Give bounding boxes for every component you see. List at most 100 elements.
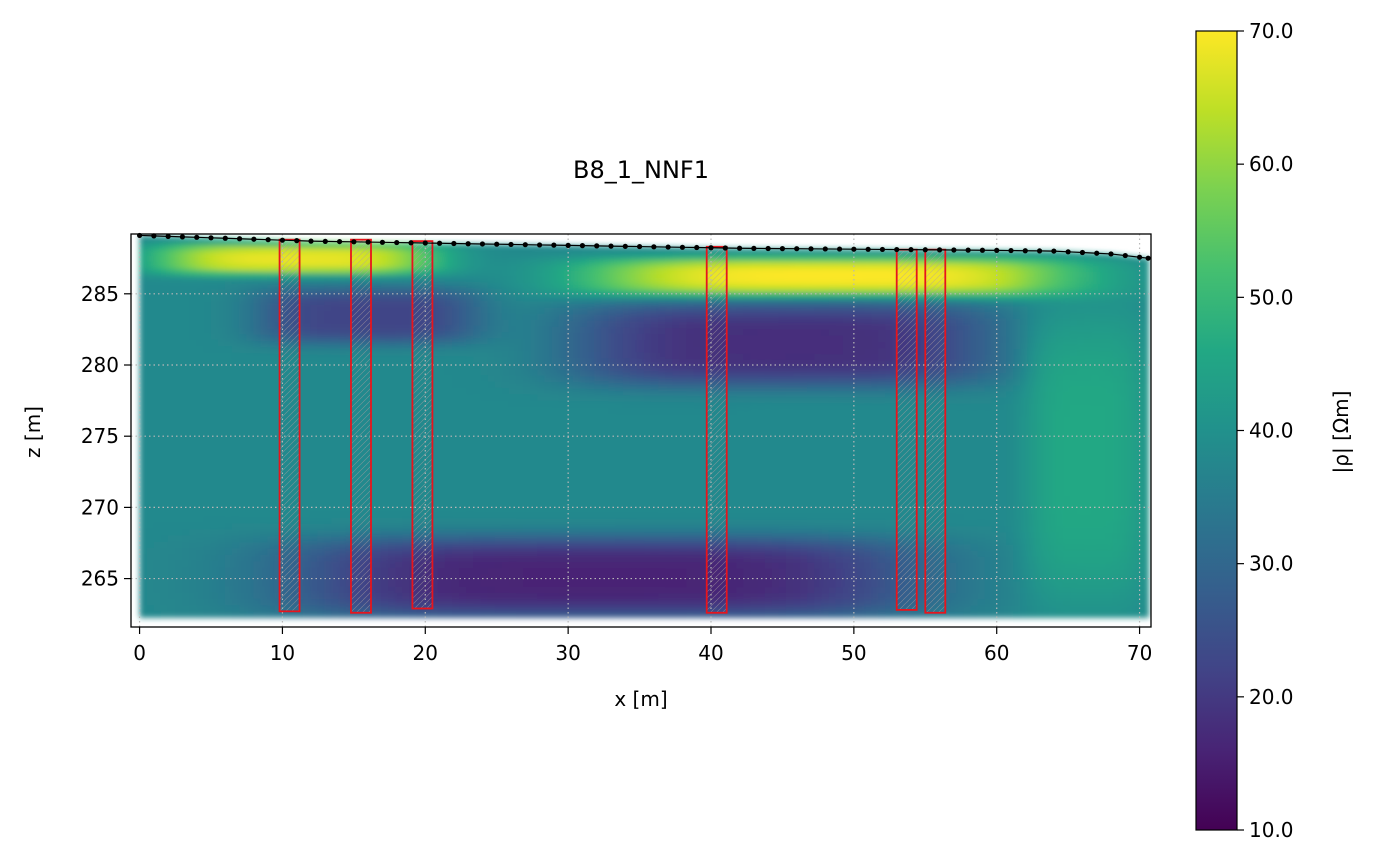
heatmap-cell: [572, 536, 581, 544]
heatmap-cell: [196, 433, 205, 441]
heatmap-cell: [267, 258, 276, 266]
heatmap-cell: [253, 409, 262, 417]
heatmap-cell: [643, 586, 652, 594]
heatmap-cell: [444, 280, 453, 288]
heatmap-cell: [608, 437, 617, 445]
heatmap-cell: [189, 319, 198, 327]
heatmap-cell: [267, 378, 276, 386]
heatmap-cell: [466, 312, 475, 320]
heatmap-cell: [167, 337, 176, 346]
heatmap-cell: [480, 554, 489, 562]
heatmap-cell: [160, 432, 169, 441]
heatmap-cell: [494, 567, 503, 575]
heatmap-cell: [658, 407, 666, 415]
heatmap-cell: [139, 375, 148, 383]
heatmap-cell: [317, 429, 326, 437]
heatmap-cell: [260, 283, 269, 291]
heatmap-cell: [608, 524, 617, 532]
heatmap-cell: [459, 268, 468, 276]
heatmap-cell: [430, 261, 439, 269]
heatmap-cell: [317, 272, 326, 280]
heatmap-cell: [672, 573, 681, 581]
heatmap-cell: [246, 478, 255, 486]
heatmap-cell: [480, 243, 489, 252]
heatmap-cell: [338, 429, 347, 437]
heatmap-cell: [203, 364, 212, 372]
heatmap-cell: [430, 473, 439, 481]
heatmap-cell: [480, 287, 489, 295]
heatmap-cell: [558, 393, 567, 401]
heatmap-cell: [189, 382, 198, 390]
heatmap-cell: [622, 339, 631, 346]
heatmap-cell: [139, 324, 148, 332]
heatmap-cell: [551, 610, 560, 618]
heatmap-cell: [508, 542, 517, 550]
heatmap-cell: [345, 423, 354, 431]
heatmap-cell: [643, 610, 652, 618]
heatmap-cell: [729, 549, 737, 557]
heatmap-cell: [665, 456, 674, 464]
heatmap-cell: [679, 296, 688, 304]
heatmap-cell: [537, 257, 546, 265]
heatmap-cell: [473, 380, 482, 388]
heatmap-cell: [459, 280, 468, 288]
heatmap-cell: [246, 396, 255, 404]
heatmap-cell: [622, 363, 631, 371]
heatmap-cell: [260, 440, 269, 448]
heatmap-cell: [700, 272, 709, 280]
heatmap-cell: [565, 394, 574, 402]
heatmap-cell: [388, 554, 397, 562]
heatmap-cell: [373, 354, 382, 362]
heatmap-cell: [331, 479, 340, 487]
heatmap-cell: [175, 610, 183, 618]
heatmap-cell: [224, 383, 233, 391]
heatmap-cell: [246, 453, 255, 461]
heatmap-cell: [324, 573, 333, 581]
heatmap-cell: [643, 604, 652, 612]
heatmap-cell: [622, 542, 631, 550]
heatmap-cell: [629, 481, 638, 489]
heatmap-cell: [466, 592, 475, 600]
heatmap-cell: [466, 461, 475, 469]
heatmap-cell: [530, 269, 539, 277]
heatmap-cell: [267, 302, 276, 310]
heatmap-cell: [594, 579, 603, 587]
heatmap-cell: [217, 282, 226, 290]
heatmap-cell: [182, 610, 191, 618]
heatmap-cell: [260, 264, 269, 272]
heatmap-cell: [494, 424, 503, 432]
heatmap-cell: [537, 244, 546, 252]
heatmap-cell: [459, 536, 468, 544]
heatmap-cell: [615, 338, 624, 346]
heatmap-cell: [679, 487, 688, 495]
heatmap-cell: [373, 460, 382, 468]
heatmap-cell: [302, 535, 311, 543]
heatmap-cell: [551, 530, 560, 538]
heatmap-cell: [160, 280, 169, 288]
heatmap-cell: [203, 338, 212, 346]
heatmap-cell: [210, 414, 219, 422]
heatmap-cell: [516, 517, 524, 525]
heatmap-cell: [310, 404, 318, 412]
heatmap-cell: [615, 400, 624, 408]
heatmap-cell: [196, 591, 205, 599]
heatmap-cell: [139, 528, 148, 536]
heatmap-cell: [636, 450, 645, 458]
heatmap-cell: [239, 434, 247, 442]
heatmap-cell: [480, 362, 489, 370]
heatmap-cell: [544, 356, 553, 364]
heatmap-cell: [523, 449, 532, 457]
heatmap-cell: [615, 530, 624, 538]
heatmap-cell: [324, 416, 333, 424]
heatmap-cell: [658, 277, 666, 285]
heatmap-cell: [537, 375, 546, 383]
heatmap-cell: [182, 496, 191, 504]
heatmap-cell: [622, 444, 631, 452]
heatmap-cell: [317, 341, 326, 349]
heatmap-cell: [487, 300, 496, 308]
heatmap-cell: [544, 524, 553, 532]
heatmap-cell: [658, 555, 666, 563]
heatmap-cell: [594, 604, 603, 612]
heatmap-cell: [146, 292, 155, 301]
heatmap-cell: [167, 439, 176, 447]
